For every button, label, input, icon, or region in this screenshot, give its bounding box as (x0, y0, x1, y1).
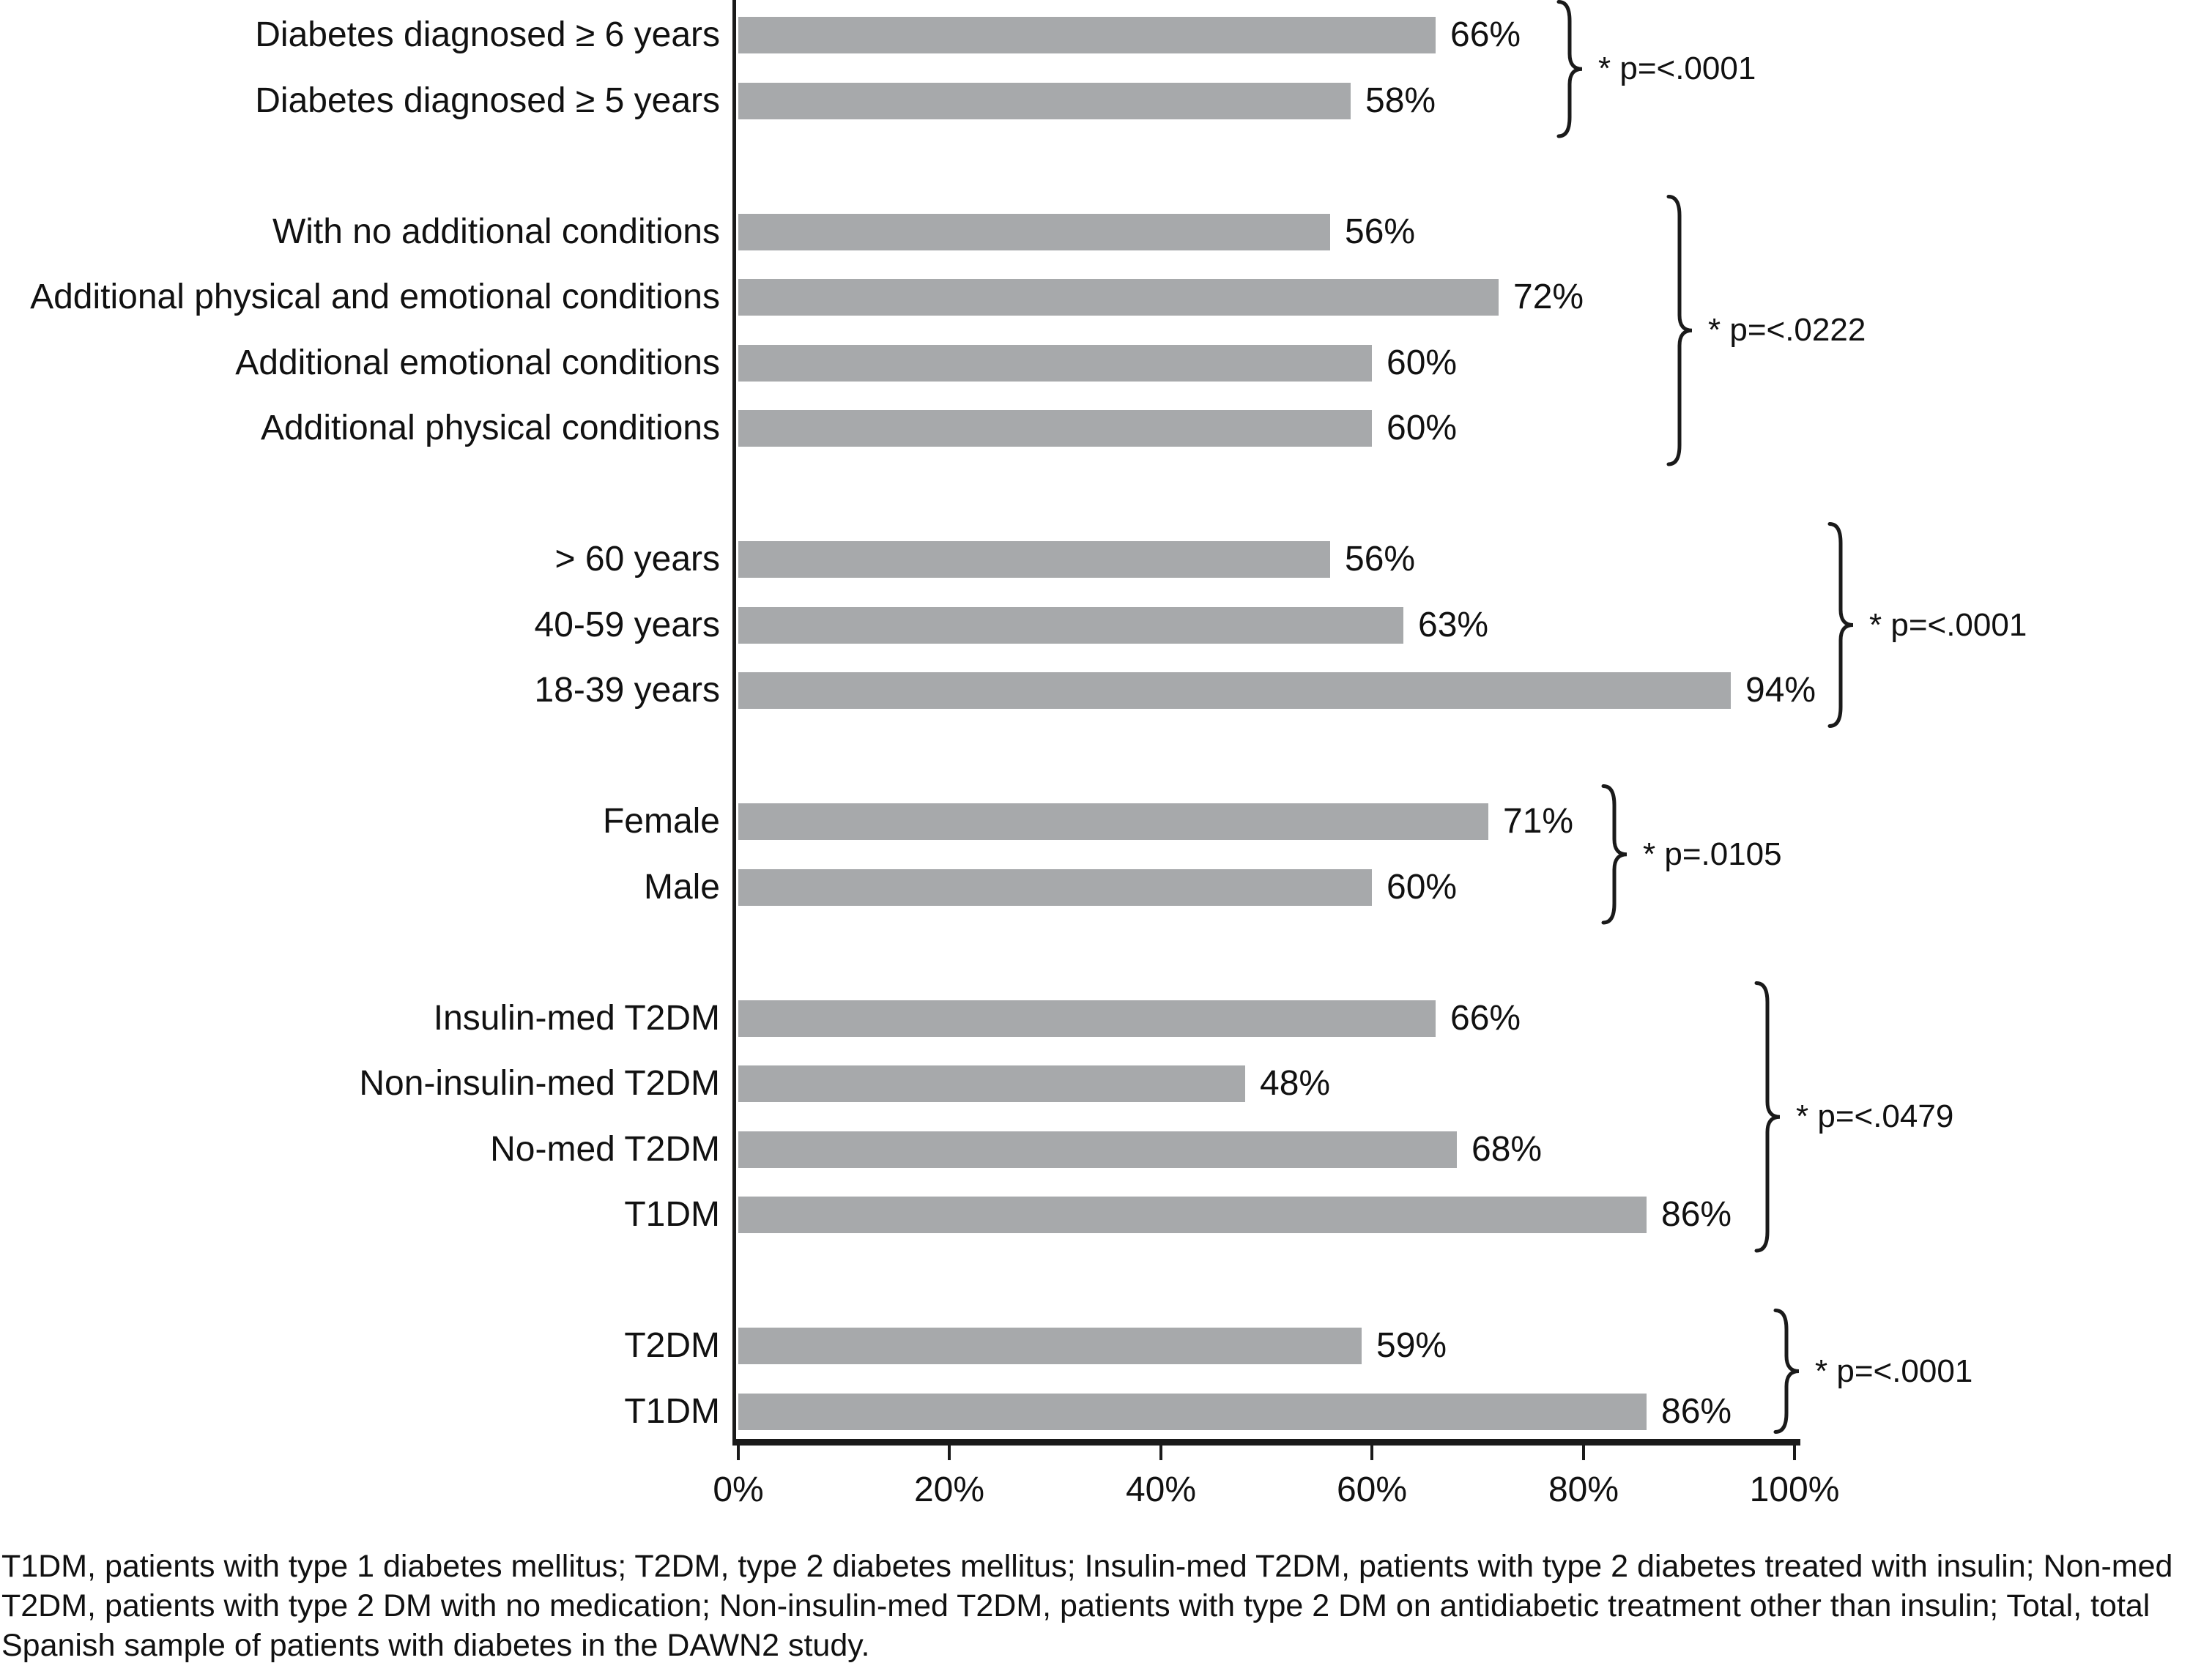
bar-value-label: 86% (1661, 1195, 1732, 1234)
x-axis-tick-label: 40% (1125, 1470, 1197, 1509)
y-axis-line (732, 0, 736, 1446)
x-axis-line (735, 1439, 1800, 1446)
bar (738, 803, 1488, 840)
p-value-label: * p=<.0479 (1796, 1098, 1954, 1134)
x-axis-tick-label: 80% (1548, 1470, 1619, 1509)
bar-value-label: 66% (1450, 15, 1521, 54)
bar (738, 541, 1330, 578)
p-value-label: * p=<.0001 (1815, 1353, 1973, 1389)
bar-value-label: 58% (1365, 81, 1436, 120)
x-axis-tick (948, 1446, 951, 1460)
bar-value-label: 94% (1745, 671, 1816, 710)
row-label: No-med T2DM (490, 1129, 720, 1169)
x-axis-tick (1159, 1446, 1162, 1460)
bar (738, 344, 1372, 382)
bar-value-label: 86% (1661, 1391, 1732, 1431)
bar-value-label: 60% (1387, 409, 1458, 447)
bar-value-label: 56% (1345, 212, 1416, 251)
bar (738, 213, 1330, 250)
group-brace (1827, 522, 1854, 728)
row-label: Male (643, 867, 720, 907)
x-axis-tick (1582, 1446, 1585, 1460)
row-label: Female (602, 802, 720, 841)
row-label: Additional physical conditions (260, 409, 720, 447)
row-label: Diabetes diagnosed ≥ 6 years (255, 15, 720, 54)
bar-value-label: 68% (1471, 1129, 1543, 1169)
row-label: T2DM (624, 1326, 720, 1365)
p-value-label: * p=<.0001 (1598, 51, 1756, 86)
bar (738, 1197, 1647, 1233)
bar (738, 868, 1372, 906)
row-label: Additional emotional conditions (235, 343, 720, 382)
p-value-label: * p=.0105 (1643, 836, 1782, 872)
bar-value-label: 60% (1387, 867, 1458, 907)
x-axis-tick (1370, 1446, 1373, 1460)
row-label: Diabetes diagnosed ≥ 5 years (255, 81, 720, 120)
x-axis-tick (1793, 1446, 1796, 1460)
bar (738, 1393, 1647, 1430)
bar (738, 1131, 1457, 1168)
bar (738, 1328, 1362, 1364)
x-axis-tick-label: 100% (1749, 1470, 1840, 1509)
bar-value-label: 63% (1418, 605, 1489, 644)
row-label: 40-59 years (534, 605, 720, 644)
row-label: T1DM (624, 1391, 720, 1431)
bar-value-label: 60% (1387, 343, 1458, 382)
bar (738, 410, 1372, 447)
bar (738, 1065, 1245, 1102)
bar-value-label: 66% (1450, 998, 1521, 1038)
footnote: T1DM, patients with type 1 diabetes mell… (1, 1549, 2173, 1663)
group-brace (1773, 1309, 1800, 1434)
group-brace (1601, 784, 1628, 925)
group-brace (1754, 981, 1781, 1252)
row-label: Non-insulin-med T2DM (359, 1064, 720, 1103)
group-brace (1556, 0, 1583, 138)
row-label: Insulin-med T2DM (433, 998, 720, 1038)
row-label: 18-39 years (534, 671, 720, 710)
x-axis-tick-label: 60% (1336, 1470, 1408, 1509)
bar (738, 82, 1351, 119)
bar-value-label: 59% (1376, 1326, 1447, 1365)
row-label: T1DM (624, 1195, 720, 1234)
row-label: With no additional conditions (272, 212, 720, 251)
bar-value-label: 56% (1345, 540, 1416, 578)
bar (738, 672, 1731, 709)
p-value-label: * p=<.0001 (1869, 607, 2027, 643)
x-axis-tick-label: 20% (913, 1470, 985, 1509)
row-label: > 60 years (554, 540, 720, 578)
group-brace (1666, 194, 1693, 466)
bar (738, 1000, 1436, 1037)
bar-value-label: 48% (1260, 1064, 1331, 1103)
bar-value-label: 71% (1503, 802, 1574, 841)
bar-value-label: 72% (1513, 278, 1584, 316)
row-label: Additional physical and emotional condit… (30, 278, 720, 316)
bar (738, 279, 1499, 316)
bar (738, 606, 1403, 644)
x-axis-tick (737, 1446, 740, 1460)
bar (738, 17, 1436, 53)
x-axis-tick-label: 0% (713, 1470, 764, 1509)
p-value-label: * p=<.0222 (1708, 312, 1866, 348)
